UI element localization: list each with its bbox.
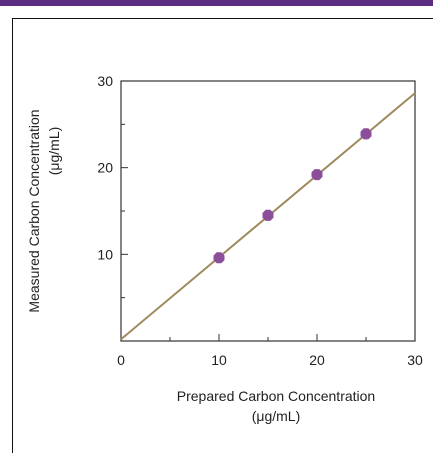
x-tick-label: 10 [211,352,227,368]
data-point [262,209,274,221]
calibration-chart: 0 10 20 30 10 20 30 Prepared Carbon Concentrat… [26,73,423,424]
header-bar [0,0,433,6]
y-tick-label: 10 [97,246,113,262]
x-tick-label: 30 [407,352,423,368]
x-tick-label: 0 [117,352,125,368]
data-point [213,252,225,264]
chart-panel: 0 10 20 30 10 20 30 Prepared Carbon Concentrat… [12,18,433,453]
x-tick-label: 20 [309,352,325,368]
chart-axes [120,80,416,342]
x-axis-label: Prepared Carbon Concentration [177,388,375,404]
y-axis-label: Measured Carbon Concentration [26,109,42,312]
data-points [213,128,372,264]
y-tick-label: 20 [97,160,113,176]
tick-labels: 0 10 20 30 10 20 30 [97,73,423,368]
y-axis-unit: (μg/mL) [46,127,62,176]
axis-labels-group: Prepared Carbon Concentration (μg/mL) Me… [26,109,375,424]
x-axis-unit: (μg/mL) [252,408,301,424]
y-tick-label: 30 [97,73,113,89]
data-point [360,128,372,140]
data-point [311,169,323,181]
